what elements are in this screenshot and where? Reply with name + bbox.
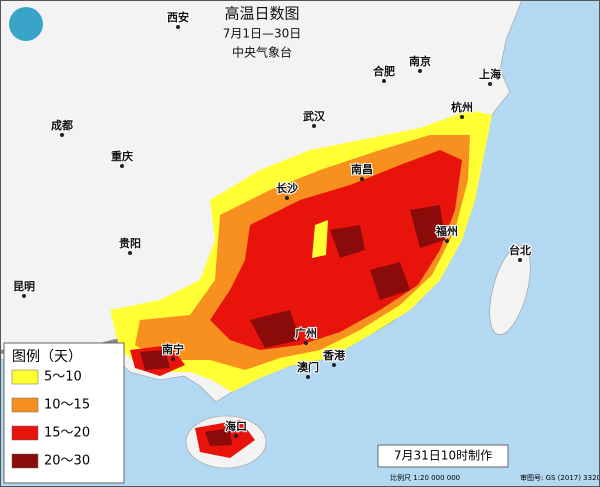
- city-dot: [120, 164, 124, 168]
- legend-label: 10～15: [44, 398, 90, 413]
- legend-label: 5～10: [44, 370, 82, 385]
- city-dot: [418, 69, 422, 73]
- city-dot: [445, 239, 449, 243]
- city-label: 合肥: [373, 64, 395, 78]
- city-label: 成都: [51, 118, 73, 132]
- city-label: 海口: [225, 419, 247, 433]
- made-time: 7月31日10时制作: [394, 449, 492, 463]
- issuer: 中央气象台: [232, 45, 292, 60]
- city-label: 南昌: [351, 162, 373, 176]
- city-label: 长沙: [276, 181, 298, 195]
- logo: [9, 7, 43, 41]
- city-label: 南京: [409, 54, 431, 68]
- legend-swatch: [11, 453, 39, 469]
- period: 7月1日—30日: [223, 27, 302, 41]
- city-label: 昆明: [13, 280, 35, 293]
- cool-spot: [312, 220, 328, 258]
- legend-title: 图例（天）: [12, 349, 82, 365]
- taiwan: [489, 245, 531, 335]
- city-dot: [332, 363, 336, 367]
- city-label: 杭州: [451, 100, 473, 114]
- city-label: 南宁: [162, 342, 184, 356]
- city-dot: [488, 82, 492, 86]
- city-dot: [176, 25, 180, 29]
- city-dot: [22, 294, 26, 298]
- title: 高温日数图: [224, 5, 299, 23]
- city-dot: [60, 133, 64, 137]
- city-label: 香港: [322, 348, 346, 362]
- city-dot: [234, 434, 238, 438]
- city-label: 台北: [509, 243, 531, 257]
- city-dot: [460, 115, 464, 119]
- city-label: 上海: [479, 67, 501, 81]
- heat-area-20: [140, 205, 445, 446]
- legend-swatch: [11, 425, 39, 441]
- footer-box: [377, 444, 509, 468]
- city-label: 西安: [167, 10, 189, 24]
- city-label: 武汉: [303, 109, 326, 123]
- city-dot: [518, 258, 522, 262]
- city-dot: [128, 251, 132, 255]
- legend-label: 15～20: [44, 426, 90, 441]
- city-dot: [306, 375, 310, 379]
- city-label: 贵阳: [119, 236, 141, 250]
- city-label: 广州: [295, 326, 317, 340]
- city-dot: [312, 124, 316, 128]
- legend-label: 20～30: [44, 454, 90, 469]
- city-dot: [360, 177, 364, 181]
- legend-swatch: [11, 397, 39, 413]
- legend-box: [3, 342, 125, 484]
- approval: 审图号: GS (2017) 3320号: [520, 473, 600, 482]
- city-dot: [304, 341, 308, 345]
- city-label: 澳门: [297, 360, 319, 374]
- legend-items: 5～10 10～15 15～20 20～30: [11, 369, 90, 469]
- city-label: 福州: [435, 224, 458, 238]
- city-label: 重庆: [111, 149, 133, 163]
- city-dot: [171, 357, 175, 361]
- heat-area-15: [210, 150, 462, 350]
- scale: 比例尺 1:20 000 000: [390, 473, 460, 482]
- city-dot: [382, 79, 386, 83]
- legend-swatch: [11, 369, 39, 385]
- city-dot: [285, 196, 289, 200]
